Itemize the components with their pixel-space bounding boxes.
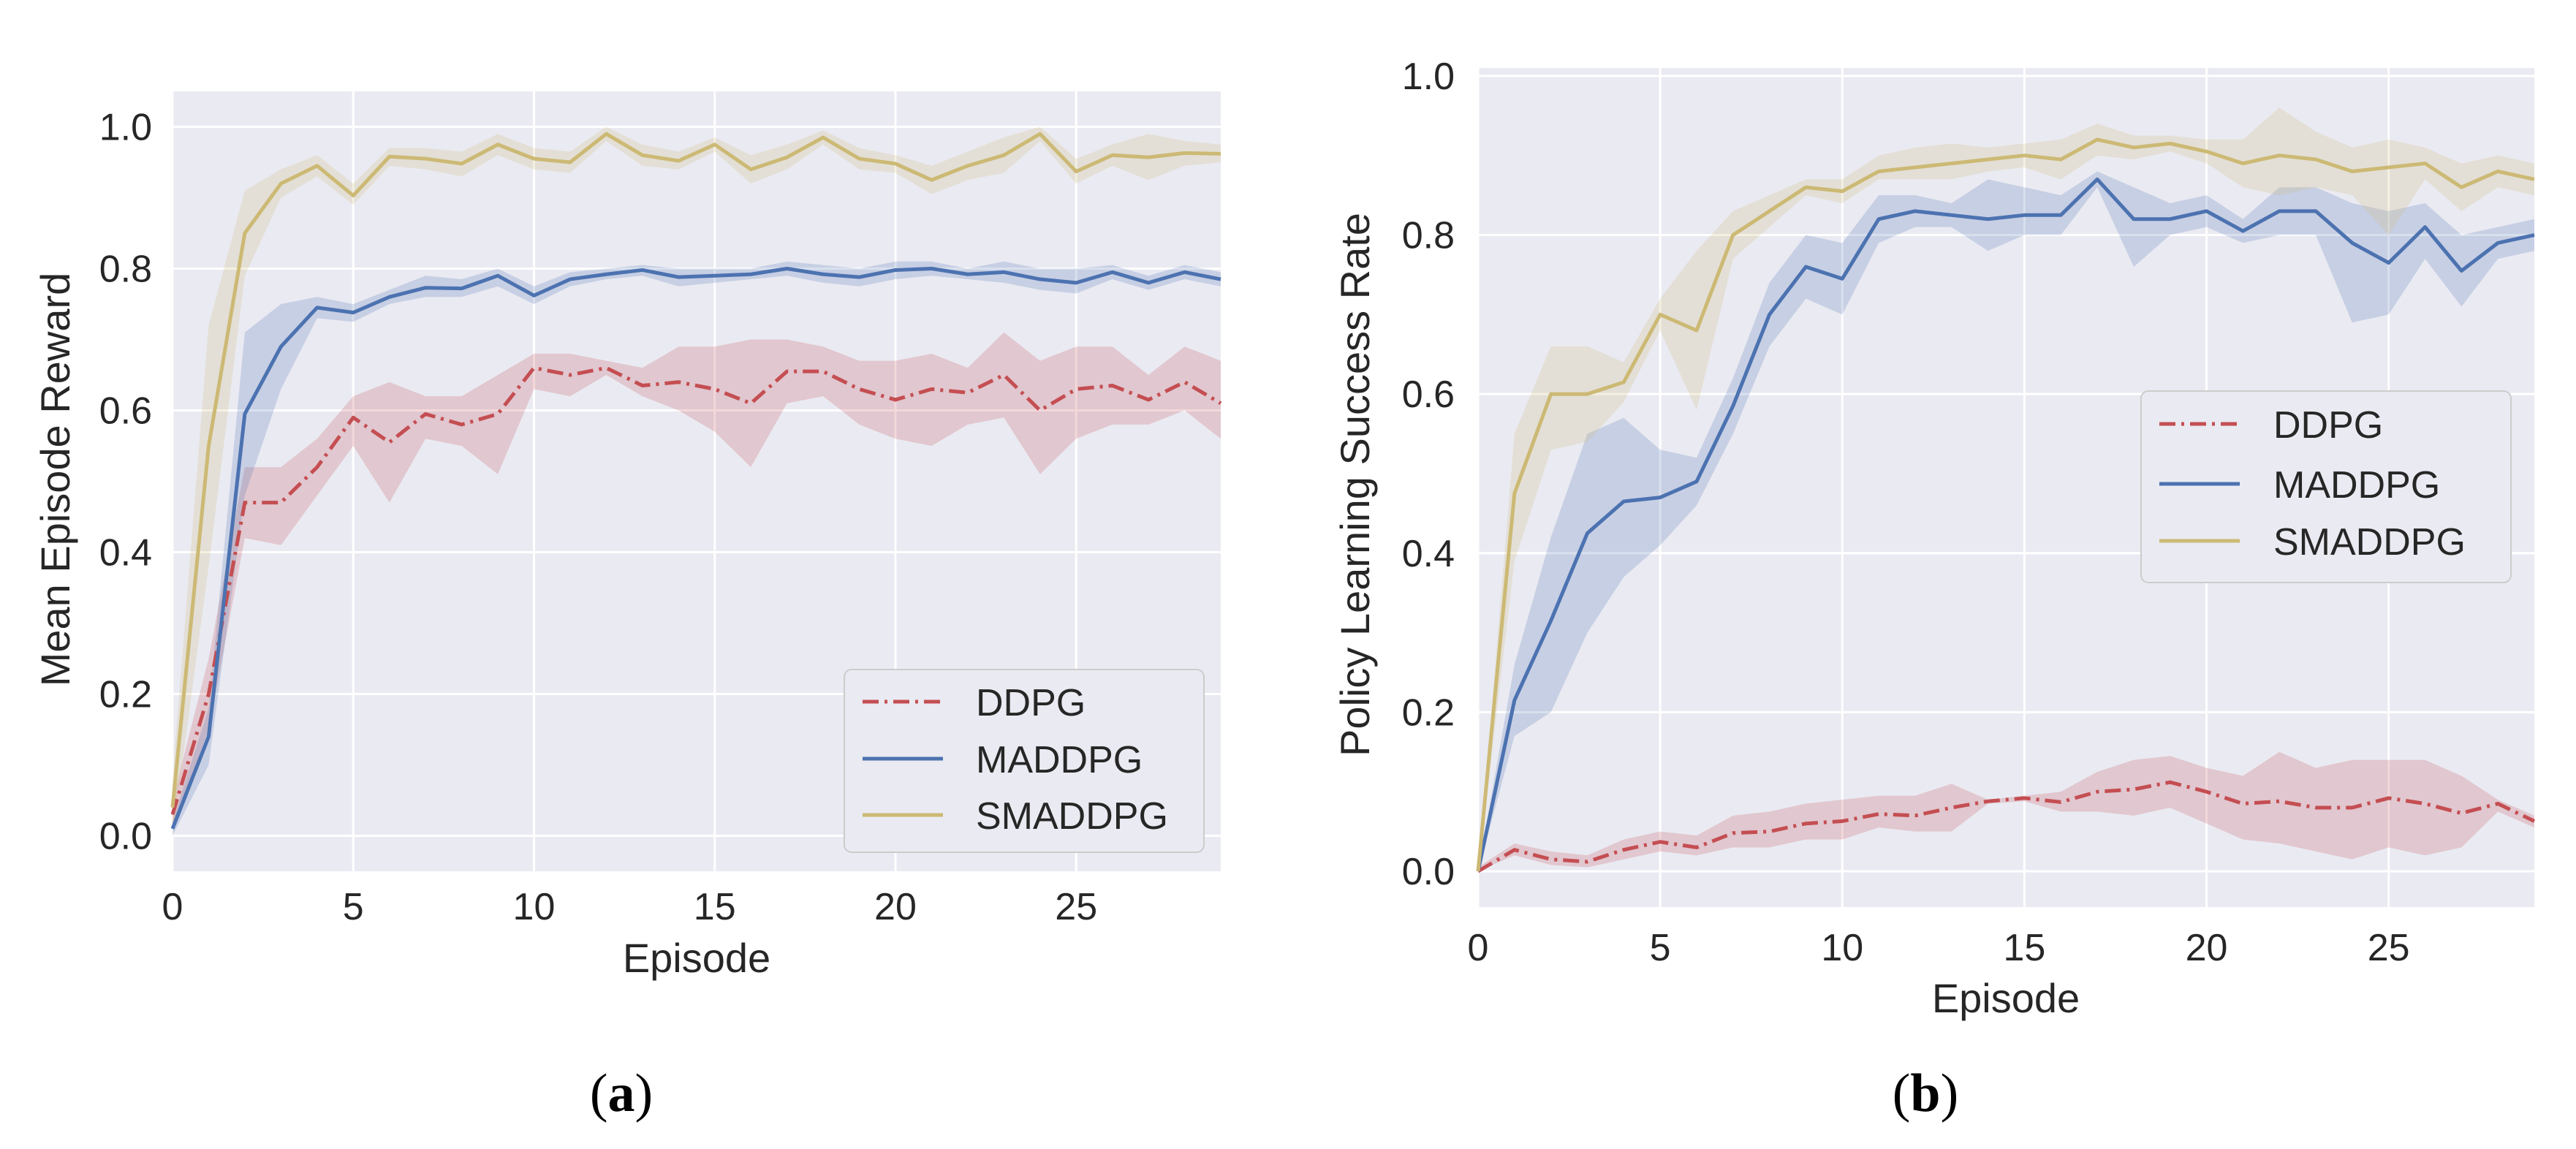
x-tick-label-0-b: 0 [1468, 927, 1489, 969]
x-tick-labels-b: 0 5 10 15 20 25 [1468, 927, 2410, 969]
legend-label-maddpg-b: MADDPG [2273, 464, 2440, 507]
y-tick-label-1-a: 1.0 [99, 107, 152, 149]
x-tick-label-10-a: 10 [513, 886, 556, 928]
band-maddpg-a [173, 261, 1221, 836]
panel-label-b: (b) [1893, 1063, 1958, 1123]
y-tick-label-0-b: 0.0 [1402, 851, 1455, 893]
confidence-bands-b [1478, 107, 2534, 872]
legend-a: DDPG MADDPG SMADDPG [844, 669, 1205, 853]
y-tick-labels-a: 0.0 0.2 0.4 0.6 0.8 1.0 [99, 107, 152, 858]
panel-label-a-letter: a [608, 1063, 635, 1123]
x-tick-label-25-a: 25 [1055, 886, 1097, 928]
y-tick-label-0-2-b: 0.2 [1402, 691, 1455, 734]
line-ddpg-a [170, 365, 1222, 816]
x-tick-label-5-a: 5 [343, 886, 364, 928]
x-tick-label-5-b: 5 [1650, 927, 1671, 969]
x-tick-label-0-a: 0 [162, 886, 183, 928]
y-tick-label-1-b: 1.0 [1402, 56, 1455, 98]
y-axis-label-a: Mean Episode Reward [32, 273, 78, 687]
series-lines-b [1476, 137, 2536, 873]
y-axis-label-b: Policy Learning Success Rate [1332, 213, 1378, 756]
chart-b: 0 5 10 15 20 25 0.0 0.2 0.4 0.6 0.8 1.0 Episode Po… [1332, 56, 2536, 1123]
x-axis-label-a: Episode [623, 935, 770, 981]
x-tick-label-25-b: 25 [2368, 927, 2410, 969]
x-tick-label-20-b: 20 [2186, 927, 2228, 969]
line-maddpg-b [1476, 177, 2535, 872]
band-smaddpg-a [173, 126, 1221, 836]
panel-label-a: (a) [590, 1063, 653, 1123]
x-tick-label-15-b: 15 [2003, 927, 2045, 969]
line-maddpg-a [170, 267, 1221, 830]
x-tick-labels-a: 0 5 10 15 20 25 [162, 886, 1098, 928]
chart-a: 0 5 10 15 20 25 0.0 0.2 0.4 0.6 0.8 1.0 Episode Me… [32, 91, 1222, 1123]
y-tick-label-0-a: 0.0 [99, 816, 152, 858]
line-smaddpg-a [170, 132, 1221, 808]
band-ddpg-a [173, 332, 1221, 829]
y-tick-label-0-6-b: 0.6 [1402, 373, 1455, 416]
y-tick-label-0-6-a: 0.6 [99, 390, 152, 433]
legend-label-ddpg-a: DDPG [976, 682, 1086, 724]
confidence-bands-a [173, 126, 1221, 836]
x-tick-label-10-b: 10 [1821, 927, 1863, 969]
x-axis-label-b: Episode [1932, 975, 2080, 1021]
legend-label-smaddpg-b: SMADDPG [2273, 521, 2466, 564]
x-tick-label-20-a: 20 [874, 886, 917, 928]
y-tick-label-0-8-a: 0.8 [99, 249, 152, 291]
line-smaddpg-b [1476, 137, 2535, 872]
y-tick-label-0-4-a: 0.4 [99, 532, 152, 574]
y-tick-label-0-8-b: 0.8 [1402, 215, 1455, 257]
legend-label-ddpg-b: DDPG [2273, 404, 2383, 447]
band-ddpg-b [1478, 751, 2534, 872]
x-tick-label-15-a: 15 [694, 886, 736, 928]
legend-b: DDPG MADDPG SMADDPG [2140, 390, 2512, 583]
legend-label-smaddpg-a: SMADDPG [976, 795, 1168, 838]
legend-label-maddpg-a: MADDPG [976, 739, 1143, 781]
y-tick-labels-b: 0.0 0.2 0.4 0.6 0.8 1.0 [1402, 56, 1455, 893]
legend-box-b [2140, 390, 2512, 583]
panel-label-b-letter: b [1910, 1063, 1940, 1123]
line-ddpg-b [1477, 780, 2536, 873]
y-tick-label-0-4-b: 0.4 [1402, 533, 1455, 575]
y-tick-label-0-2-a: 0.2 [99, 674, 152, 716]
band-maddpg-b [1478, 171, 2534, 872]
series-lines-a [170, 132, 1222, 830]
legend-box-a [844, 669, 1205, 853]
